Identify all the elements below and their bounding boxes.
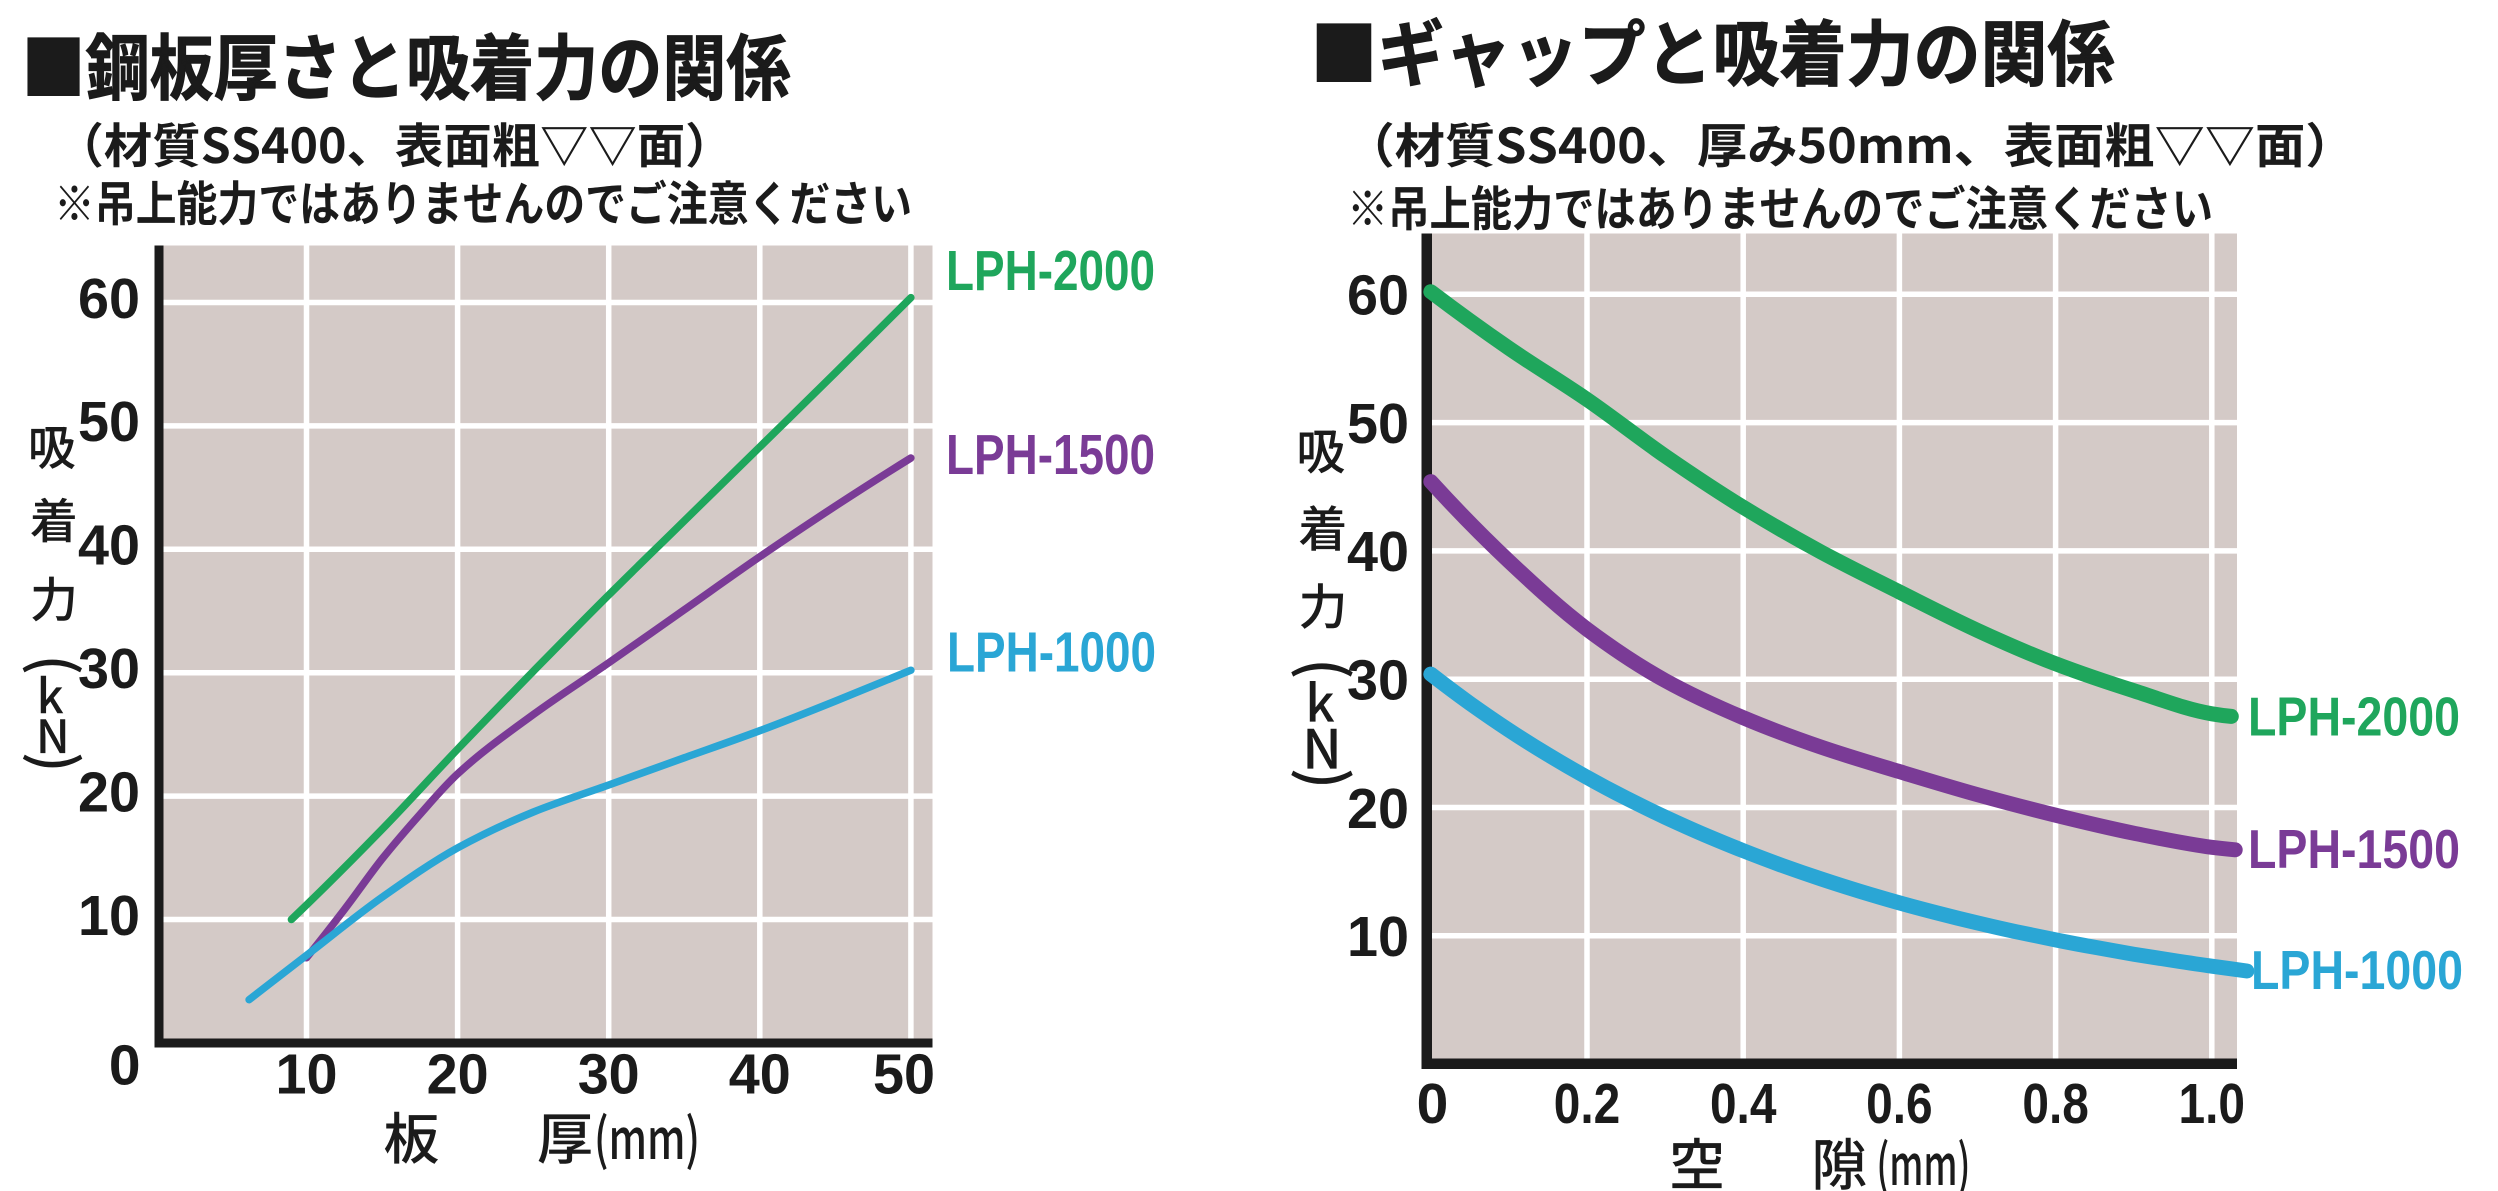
svg-text:30: 30 xyxy=(78,637,140,701)
svg-text:60: 60 xyxy=(78,267,140,331)
svg-text:1.0: 1.0 xyxy=(2179,1072,2246,1136)
svg-text:0: 0 xyxy=(109,1034,141,1098)
svg-text:LPH-2000: LPH-2000 xyxy=(946,239,1155,303)
svg-text:20: 20 xyxy=(78,760,140,824)
svg-text:LPH-1000: LPH-1000 xyxy=(947,621,1156,685)
svg-text:LPH-1000: LPH-1000 xyxy=(2251,939,2463,1001)
svg-text:50: 50 xyxy=(78,390,140,454)
svg-text:20: 20 xyxy=(427,1043,489,1107)
svg-text:20: 20 xyxy=(1347,777,1409,841)
svg-text:40: 40 xyxy=(729,1043,791,1107)
svg-text:40: 40 xyxy=(1347,520,1409,584)
svg-text:30: 30 xyxy=(1347,649,1409,713)
svg-text:50: 50 xyxy=(873,1043,935,1107)
svg-text:0.6: 0.6 xyxy=(1866,1072,1933,1136)
svg-text:10: 10 xyxy=(78,884,140,948)
svg-text:0.2: 0.2 xyxy=(1554,1072,1621,1136)
svg-text:LPH-2000: LPH-2000 xyxy=(2248,686,2460,748)
svg-text:10: 10 xyxy=(1347,905,1409,969)
svg-text:30: 30 xyxy=(578,1043,640,1107)
svg-text:60: 60 xyxy=(1347,264,1409,328)
svg-text:10: 10 xyxy=(276,1043,338,1107)
svg-text:50: 50 xyxy=(1347,392,1409,456)
svg-text:0: 0 xyxy=(1417,1072,1449,1136)
svg-text:LPH-1500: LPH-1500 xyxy=(2248,818,2460,880)
svg-text:40: 40 xyxy=(78,514,140,578)
svg-text:0.4: 0.4 xyxy=(1710,1072,1777,1136)
svg-text:LPH-1500: LPH-1500 xyxy=(946,423,1155,487)
svg-text:0.8: 0.8 xyxy=(2022,1072,2089,1136)
